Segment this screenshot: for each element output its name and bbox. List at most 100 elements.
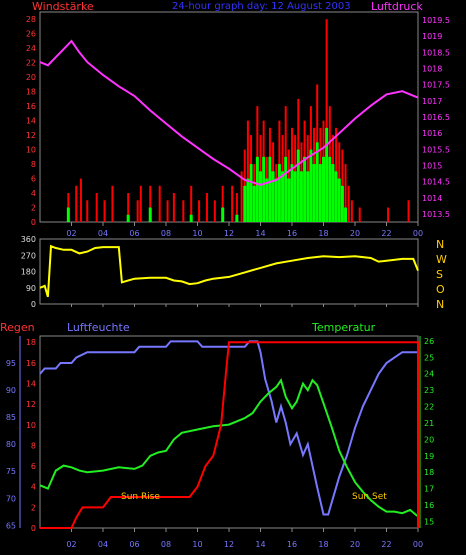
direction-label-w: W — [436, 253, 447, 266]
wind-avg-bar — [66, 207, 70, 222]
wind-avg-bar — [293, 171, 297, 222]
wind-y-tick-label: 12 — [26, 131, 36, 140]
direction-label-s: S — [436, 268, 443, 281]
humidity-line — [39, 340, 418, 516]
bottom-x-tick-label: 08 — [161, 540, 171, 549]
pressure-line — [39, 39, 419, 186]
wind-gust-bar — [190, 185, 193, 222]
wind-x-tick-label: 12 — [224, 229, 234, 238]
rain-y-tick-label: 16 — [26, 359, 36, 368]
wind-gust-bar — [235, 193, 238, 222]
bottom-x-tick-label: 12 — [224, 540, 234, 549]
wind-x-tick-label: 16 — [287, 229, 297, 238]
wind-gust-bar — [103, 200, 106, 222]
wind-avg-bar — [243, 185, 247, 222]
wind-y-tick-label: 20 — [26, 73, 36, 82]
rain-y-tick-label: 4 — [31, 483, 36, 492]
rain-y-tick-label: 0 — [31, 524, 36, 533]
wind-avg-bar — [259, 171, 262, 222]
rain-title: Regen — [0, 321, 35, 334]
wind-x-tick-label: 10 — [192, 229, 202, 238]
pressure-y-tick-label: 1018 — [422, 65, 442, 74]
temperature-y-tick-label: 25 — [424, 353, 434, 362]
pressure-y-tick-label: 1013.5 — [422, 210, 450, 219]
wind-y-tick-label: 24 — [26, 44, 36, 53]
wind-x-tick-label: 04 — [98, 229, 108, 238]
bottom-x-tick-label: 06 — [129, 540, 139, 549]
wind-gust-bar — [347, 185, 350, 222]
rain-y-tick-label: 10 — [26, 421, 36, 430]
rain-line — [40, 341, 419, 529]
wind-x-tick-label: 18 — [318, 229, 328, 238]
temperature-y-tick-label: 22 — [424, 403, 434, 412]
wind-avg-bar — [344, 207, 348, 222]
wind-gust-bar — [182, 200, 185, 222]
wind-y-tick-label: 22 — [26, 59, 36, 68]
wind-y-tick-label: 4 — [31, 189, 36, 198]
wind-gust-bar — [172, 193, 175, 222]
sun-rise-label: Sun Rise — [121, 492, 160, 502]
wind-gust-bar — [75, 185, 78, 222]
direction-series — [39, 244, 419, 298]
wind-y-tick-label: 6 — [31, 175, 36, 184]
direction-label-n-bottom: N — [436, 298, 444, 311]
wind-y-tick-label: 26 — [26, 30, 36, 39]
wind-gust-bar — [344, 164, 347, 222]
direction-y-tick-label: 270 — [21, 251, 36, 260]
wind-avg-bar — [268, 156, 272, 222]
wind-avg-bar — [340, 185, 344, 222]
wind-avg-bar — [331, 164, 335, 222]
bottom-x-tick-label: 04 — [98, 540, 108, 549]
rain-y-tick-label: 6 — [31, 462, 36, 471]
wind-avg-bar — [309, 149, 313, 222]
wind-gust-bar — [198, 200, 201, 222]
wind-avg-bar — [306, 171, 310, 222]
wind-gust-bar — [127, 193, 130, 222]
wind-avg-bar — [274, 178, 278, 222]
wind-x-tick-label: 06 — [129, 229, 139, 238]
humidity-y-tick-label: 80 — [6, 440, 16, 449]
pressure-y-tick-label: 1017 — [422, 97, 442, 106]
bottom-x-tick-label: 10 — [192, 540, 202, 549]
wind-avg-bar — [277, 164, 281, 222]
temperature-y-tick-label: 21 — [424, 419, 434, 428]
rain-y-tick-label: 12 — [26, 400, 36, 409]
wind-x-tick-label: 20 — [350, 229, 360, 238]
rain-y-tick-label: 18 — [26, 338, 36, 347]
direction-y-tick-label: 90 — [26, 284, 36, 293]
wind-avg-bar — [265, 178, 269, 222]
humidity-y-tick-label: 75 — [6, 467, 16, 476]
pressure-y-tick-label: 1017.5 — [422, 81, 450, 90]
wind-gust-bar — [205, 193, 208, 222]
wind-y-tick-label: 14 — [26, 117, 36, 126]
wind-gust-bar — [149, 185, 152, 222]
temperature-y-tick-label: 15 — [424, 517, 434, 526]
wind-gust-bar — [387, 207, 390, 222]
wind-avg-bar — [221, 207, 225, 222]
axis-labels: 02468101214161820222426281013.510141014.… — [6, 15, 450, 549]
pressure-y-tick-label: 1014.5 — [422, 178, 450, 187]
wind-x-tick-label: 02 — [66, 229, 76, 238]
wind-avg-bar — [235, 214, 239, 222]
bottom-x-tick-label: 00 — [413, 540, 423, 549]
bottom-x-tick-label: 18 — [318, 540, 328, 549]
wind-gust-bar — [231, 185, 234, 222]
pressure-y-tick-label: 1015 — [422, 161, 442, 170]
wind-gust-bar — [158, 185, 161, 222]
humidity-y-tick-label: 65 — [6, 521, 16, 530]
wind-gust-bar — [86, 200, 89, 222]
temperature-y-tick-label: 23 — [424, 386, 434, 395]
wind-gust-bar — [95, 193, 98, 222]
bottom-x-tick-label: 02 — [66, 540, 76, 549]
temperature-y-tick-label: 16 — [424, 501, 434, 510]
rain-y-tick-label: 14 — [26, 379, 36, 388]
wind-panel-frame — [39, 11, 419, 223]
wind-gust-bar — [79, 178, 82, 222]
wind-avg-bar — [281, 171, 285, 222]
humidity-y-tick-label: 85 — [6, 413, 16, 422]
wind-avg-bar — [126, 214, 130, 222]
wind-y-tick-label: 10 — [26, 146, 36, 155]
wind-gust-bar — [139, 185, 142, 222]
wind-avg-bar — [246, 178, 250, 222]
temperature-title: Temperatur — [311, 321, 376, 334]
